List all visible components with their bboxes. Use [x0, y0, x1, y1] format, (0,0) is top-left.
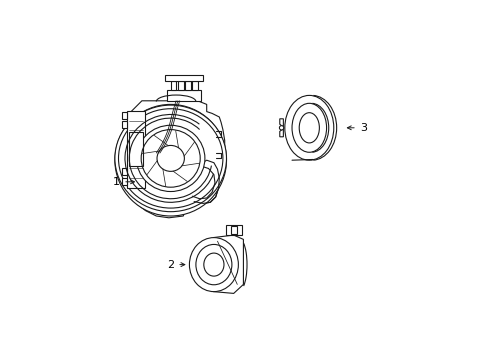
Ellipse shape — [136, 125, 204, 192]
Ellipse shape — [157, 145, 184, 171]
Ellipse shape — [279, 126, 283, 130]
Bar — [185, 81, 190, 90]
Ellipse shape — [189, 238, 238, 292]
Bar — [167, 90, 201, 101]
Bar — [192, 81, 198, 90]
Bar — [127, 111, 144, 188]
Ellipse shape — [115, 104, 226, 216]
Ellipse shape — [291, 103, 326, 152]
Ellipse shape — [203, 253, 224, 276]
Polygon shape — [192, 160, 219, 203]
Text: 1: 1 — [113, 177, 134, 187]
Bar — [170, 81, 176, 90]
Text: 2: 2 — [167, 260, 184, 270]
Bar — [129, 132, 142, 166]
Bar — [231, 226, 237, 234]
Ellipse shape — [299, 113, 319, 143]
Bar — [226, 225, 241, 235]
Bar — [122, 121, 127, 128]
Bar — [122, 112, 127, 119]
Ellipse shape — [115, 105, 226, 212]
Bar — [122, 168, 127, 175]
Bar — [178, 81, 183, 90]
Polygon shape — [279, 119, 283, 137]
Polygon shape — [213, 235, 243, 293]
Ellipse shape — [196, 244, 231, 285]
Text: 3: 3 — [346, 123, 366, 133]
Polygon shape — [127, 101, 224, 218]
Ellipse shape — [284, 95, 333, 160]
Bar — [165, 75, 203, 81]
Bar — [122, 178, 127, 185]
